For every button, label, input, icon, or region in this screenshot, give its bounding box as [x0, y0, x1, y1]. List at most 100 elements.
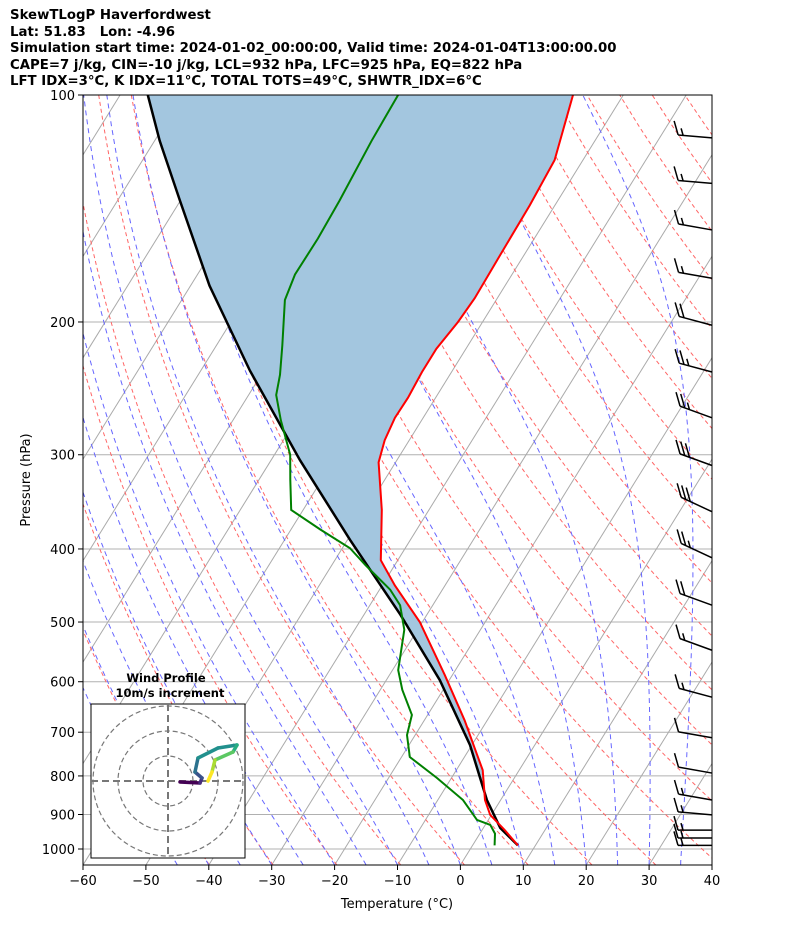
wind-barb-staff: [678, 687, 713, 698]
dry-adiabat-line: [326, 95, 712, 691]
wind-barb-flag: [673, 823, 679, 839]
wind-barb: [673, 831, 712, 847]
y-tick-label: 1000: [42, 843, 75, 858]
wind-barb-staff: [678, 362, 713, 373]
wind-barb: [673, 258, 713, 279]
profiles: [146, 95, 574, 847]
moist-adiabat-line: [582, 95, 694, 865]
wind-barb-half-flag: [680, 822, 684, 831]
hodograph-trace-segment: [216, 743, 239, 750]
y-tick-label: 200: [50, 316, 75, 331]
moist-adiabat-line: [83, 415, 304, 865]
dry-adiabat-line: [83, 364, 338, 865]
dry-adiabat-line: [195, 95, 657, 865]
wind-barb: [673, 815, 712, 831]
wind-barb-half-flag: [686, 358, 690, 366]
wind-barb: [675, 439, 713, 467]
x-axis-label: Temperature (°C): [340, 897, 453, 912]
wind-barb-staff: [678, 315, 713, 326]
x-tick-label: −50: [132, 874, 159, 889]
wind-barb-flag: [673, 779, 680, 795]
wind-barb-staff: [680, 496, 713, 513]
moist-adiabat-line: [132, 95, 461, 865]
isotherm-line: [711, 864, 712, 865]
wind-barb: [673, 752, 713, 774]
x-tick-label: −30: [258, 874, 285, 889]
wind-barb-flag: [684, 443, 691, 458]
wind-barb-flag: [679, 350, 685, 365]
wind-barb-staff: [679, 453, 713, 467]
wind-barb-half-flag: [680, 217, 685, 226]
isotherm-line: [334, 255, 712, 865]
title-line-station: SkewTLogP Haverfordwest: [10, 8, 211, 23]
dry-adiabat-line: [750, 95, 794, 865]
wind-barb: [673, 779, 713, 801]
wind-barb-flag: [673, 166, 679, 181]
isotherm-line: [585, 661, 712, 865]
wind-barb-staff: [678, 134, 713, 139]
wind-barb-staff: [678, 731, 713, 739]
moist-adiabat-line: [83, 95, 398, 865]
wind-barb-flag: [676, 529, 682, 544]
dry-adiabat-line: [651, 95, 712, 184]
x-tick-label: 20: [578, 874, 595, 889]
dry-adiabat-line: [293, 95, 712, 746]
wind-barb-flag: [673, 752, 680, 768]
y-tick-label: 600: [50, 676, 75, 691]
wind-barb-half-flag: [680, 805, 684, 813]
wind-barb: [675, 579, 713, 606]
x-tick-label: −10: [384, 874, 411, 889]
wind-barb: [674, 348, 713, 373]
hodograph-subtitle: 10m/s increment: [116, 686, 225, 700]
title-line-indices: LFT IDX=3°C, K IDX=11°C, TOTAL TOTS=49°C…: [10, 74, 482, 89]
isotherm-line: [522, 559, 712, 865]
wind-barb-flag: [680, 393, 686, 409]
wind-barb-flag: [675, 579, 681, 594]
hodograph-trace-segment: [178, 780, 202, 785]
y-tick-label: 300: [50, 449, 75, 464]
moist-adiabat-line: [744, 95, 794, 865]
y-tick-label: 400: [50, 543, 75, 558]
wind-barb-flag: [675, 439, 681, 455]
y-tick-label: 700: [50, 726, 75, 741]
wind-barb: [676, 529, 713, 559]
x-tick-label: 40: [704, 874, 721, 889]
title-line-times: Simulation start time: 2024-01-02_00:00:…: [10, 41, 617, 56]
hodograph-title: Wind Profile: [126, 671, 206, 685]
wind-barb-flag: [680, 581, 686, 596]
dry-adiabat-line: [488, 95, 712, 430]
moist-adiabat-line: [106, 95, 430, 865]
moist-adiabat-line: [162, 95, 493, 865]
title-line-location: Lat: 51.83 Lon: -4.96: [10, 24, 176, 40]
dry-adiabat-line: [619, 95, 712, 232]
wind-barb-staff: [680, 542, 713, 559]
x-tick-label: −40: [195, 874, 222, 889]
wind-barb-half-flag: [680, 830, 684, 839]
wind-barb: [673, 209, 713, 231]
wind-barb-flag: [673, 815, 679, 831]
wind-barb-flag: [674, 348, 680, 364]
x-tick-label: 10: [515, 874, 532, 889]
y-tick-label: 900: [50, 808, 75, 823]
moist-adiabat-line: [459, 95, 651, 865]
moist-adiabat-line: [242, 95, 556, 865]
wind-barb-staff: [678, 271, 713, 279]
wind-barb: [673, 166, 713, 185]
hodograph-grid: [91, 704, 245, 858]
y-axis-label: Pressure (hPa): [19, 433, 34, 526]
wind-barb-staff: [678, 766, 713, 774]
moist-adiabat-line: [297, 95, 587, 865]
wind-barb-staff: [678, 223, 713, 231]
wind-barb-half-flag: [680, 173, 684, 182]
wind-barb: [673, 797, 713, 816]
wind-barb-half-flag: [680, 838, 684, 846]
hodograph-trace-segment: [210, 758, 217, 774]
x-tick-label: −60: [69, 874, 96, 889]
moist-adiabat-line: [711, 859, 712, 865]
wind-barb-flag: [679, 303, 685, 318]
moist-adiabat-line: [83, 331, 336, 865]
wind-barb-half-flag: [680, 266, 685, 274]
x-tick-label: −20: [321, 874, 348, 889]
dry-adiabat-line: [163, 95, 593, 865]
